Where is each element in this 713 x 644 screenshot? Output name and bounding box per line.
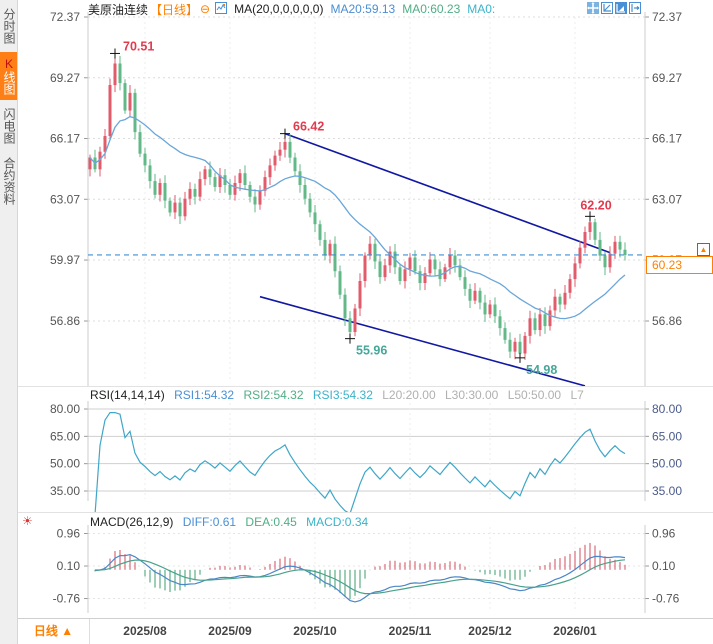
sun-icon[interactable]: ☀ [22, 514, 33, 528]
rsi-l20: L20:20.00 [382, 388, 436, 402]
macd-panel-canvas[interactable]: 0.96 0.96 0.10 0.10 -0.76 -0.76 [18, 512, 713, 619]
svg-text:35.00: 35.00 [652, 484, 682, 498]
period-selector[interactable]: 日线 ▲ [18, 619, 90, 644]
svg-text:66.17: 66.17 [652, 132, 682, 146]
ma0-value-cyan: MA0: [467, 2, 496, 16]
sidebar-tab-kline-chart[interactable]: K线图 [0, 52, 17, 100]
svg-text:69.27: 69.27 [50, 71, 80, 85]
svg-text:56.86: 56.86 [50, 314, 80, 328]
current-price-tag: 60.23 [646, 256, 713, 274]
macd-header: MACD(26,12,9) DIFF:0.61 DEA:0.45 MACD:0.… [90, 515, 374, 529]
chart-toolbar [587, 2, 641, 14]
svg-text:65.00: 65.00 [652, 429, 682, 443]
svg-text:-0.76: -0.76 [652, 592, 680, 606]
chart-mode-sidebar: 分时图 K线图闪电图合约资料 [0, 0, 18, 644]
symbol-title: 美原油连续 [88, 2, 149, 17]
svg-text:65.00: 65.00 [50, 429, 80, 443]
svg-text:63.07: 63.07 [50, 192, 80, 206]
x-axis-month-label: 2025/08 [123, 624, 167, 638]
svg-text:0.10: 0.10 [652, 559, 676, 573]
sidebar-tab-contract-info[interactable]: 合约资料 [2, 157, 16, 205]
indicator-chart-icon[interactable] [215, 1, 228, 17]
x-axis-month-label: 2025/11 [388, 624, 432, 638]
rsi3-value: RSI3:54.32 [312, 388, 373, 402]
svg-text:80.00: 80.00 [652, 402, 682, 416]
svg-text:59.97: 59.97 [50, 253, 80, 267]
chart-header: 美原油连续 【日线】 ⊖ MA(20,0,0,0,0,0) MA20:59.13… [18, 0, 713, 18]
x-axis-month-label: 2025/09 [208, 624, 252, 638]
svg-text:55.96: 55.96 [356, 344, 387, 358]
svg-text:50.00: 50.00 [50, 457, 80, 471]
x-axis-month-label: 2025/10 [293, 624, 337, 638]
rsi-l50: L50:50.00 [507, 388, 562, 402]
svg-text:0.96: 0.96 [652, 527, 676, 541]
indicator-window-icon[interactable] [615, 2, 627, 14]
svg-text:72.37: 72.37 [652, 10, 682, 24]
dea-value: DEA:0.45 [245, 515, 297, 529]
rsi-header: RSI(14,14,14) RSI1:54.32 RSI2:54.32 RSI3… [90, 388, 590, 402]
ma-formula: MA(20,0,0,0,0,0) [234, 2, 324, 16]
svg-text:0.96: 0.96 [57, 527, 81, 541]
price-alert-icon[interactable]: ▲ [697, 243, 710, 256]
main-chart-canvas[interactable]: 72.37 72.37 69.27 69.27 66.17 66.17 63.07 63.07… [18, 0, 713, 386]
macd-value: MACD:0.34 [306, 515, 369, 529]
svg-text:70.51: 70.51 [123, 39, 154, 53]
svg-text:-0.76: -0.76 [53, 592, 81, 606]
svg-text:35.00: 35.00 [50, 484, 80, 498]
svg-text:50.00: 50.00 [652, 457, 682, 471]
rsi2-value: RSI2:54.32 [243, 388, 304, 402]
macd-formula: MACD(26,12,9) [90, 515, 174, 529]
rsi1-value: RSI1:54.32 [174, 388, 235, 402]
sidebar-tab-time-chart[interactable]: 分时图 [2, 8, 16, 44]
sidebar-tab-flash-chart[interactable]: 闪电图 [2, 108, 16, 144]
pan-crosshair-icon[interactable] [587, 2, 599, 14]
svg-text:80.00: 80.00 [50, 402, 80, 416]
x-axis-month-label: 2025/12 [468, 624, 512, 638]
chart-main-area: 美原油连续 【日线】 ⊖ MA(20,0,0,0,0,0) MA20:59.13… [18, 0, 713, 644]
svg-text:62.20: 62.20 [580, 198, 611, 212]
time-axis-bar: 日线 ▲ 2025/08 2025/09 2025/10 2025/11 2025/12… [18, 618, 713, 644]
collapse-icon[interactable]: ⊖ [200, 2, 211, 16]
svg-text:56.86: 56.86 [652, 314, 682, 328]
x-axis-month-label: 2026/01 [553, 624, 597, 638]
rsi-panel-canvas[interactable]: 80.00 80.00 65.00 65.00 50.00 50.00 35.00 35.00 [18, 386, 713, 513]
svg-text:63.07: 63.07 [652, 192, 682, 206]
ma0-value-green: MA0:60.23 [402, 2, 461, 16]
svg-text:0.10: 0.10 [57, 559, 81, 573]
svg-text:69.27: 69.27 [652, 71, 682, 85]
axis-settings-icon[interactable] [601, 2, 613, 14]
rsi-formula: RSI(14,14,14) [90, 388, 165, 402]
svg-text:66.17: 66.17 [50, 132, 80, 146]
ma20-value: MA20:59.13 [330, 2, 396, 16]
svg-text:72.37: 72.37 [50, 10, 80, 24]
rsi-l70: L7 [570, 388, 584, 402]
svg-text:54.98: 54.98 [526, 363, 557, 377]
export-icon[interactable] [629, 2, 641, 14]
diff-value: DIFF:0.61 [182, 515, 237, 529]
svg-text:66.42: 66.42 [293, 120, 324, 134]
period-tag: 【日线】 [150, 2, 199, 17]
rsi-l30: L30:30.00 [444, 388, 499, 402]
